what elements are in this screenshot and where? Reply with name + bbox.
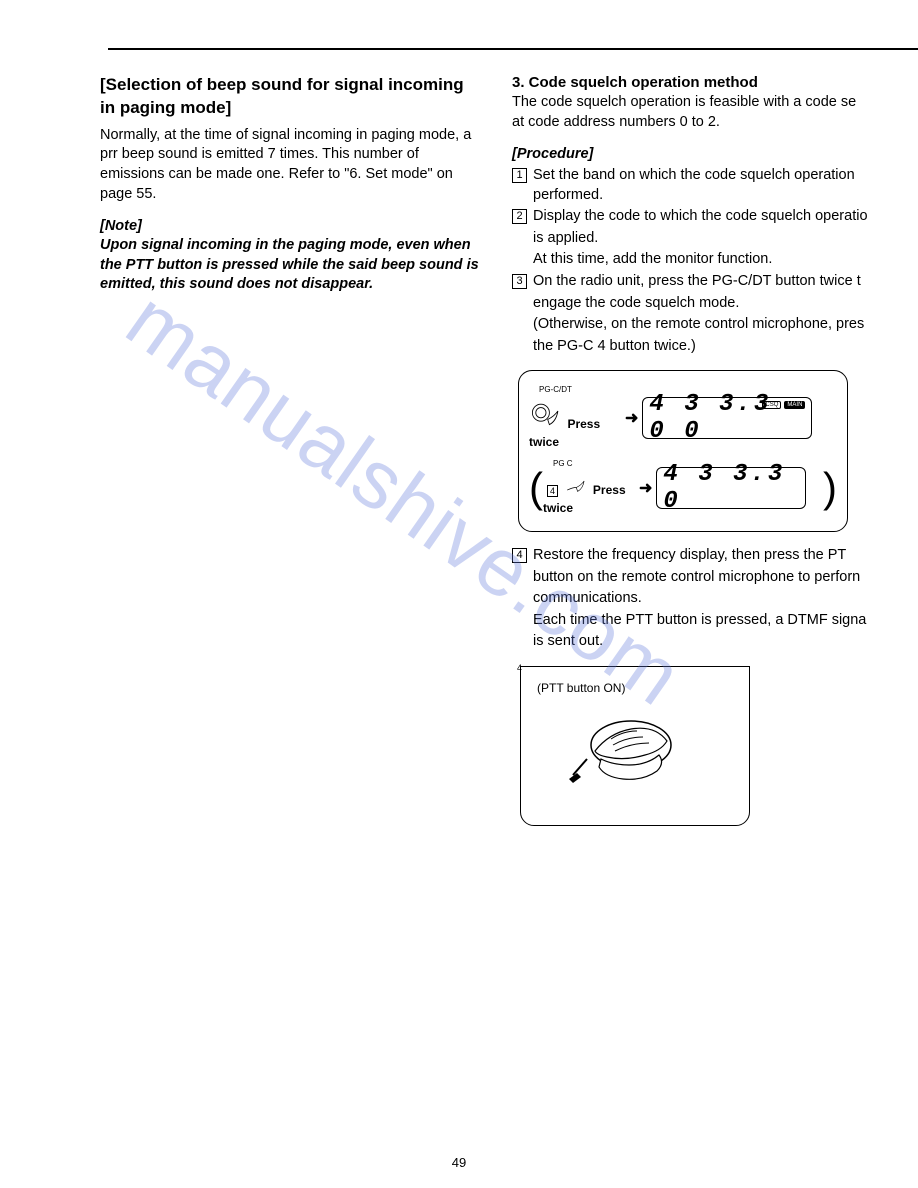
step-1-text: Set the band on which the code squelch o… bbox=[533, 166, 878, 205]
step-2: 2 Display the code to which the code squ… bbox=[512, 207, 878, 227]
right-p1b: at code address numbers 0 to 2. bbox=[512, 113, 878, 133]
lcd-tag-main: MAIN bbox=[784, 401, 805, 409]
hand-holding-mic-icon bbox=[565, 703, 685, 793]
right-column: 3. Code squelch operation method The cod… bbox=[512, 74, 878, 826]
step-3a: On the radio unit, press the PG-C/DT but… bbox=[533, 272, 878, 292]
figure-1: PG-C/DT Press twice ➜ CSQ bbox=[518, 370, 878, 532]
step-4c: communications. bbox=[533, 589, 878, 609]
fig1-tiny2: PG C bbox=[553, 459, 635, 468]
note-body: Upon signal incoming in the paging mode,… bbox=[100, 236, 480, 295]
left-paragraph: Normally, at the time of signal incoming… bbox=[100, 126, 480, 204]
fig2-corner: 4 bbox=[517, 663, 522, 673]
step-1: 1 Set the band on which the code squelch… bbox=[512, 166, 878, 205]
ptt-label: (PTT button ON) bbox=[537, 681, 739, 695]
subheading-3: 3. Code squelch operation method bbox=[512, 74, 878, 91]
step-num-4: 4 bbox=[512, 548, 527, 563]
finger-icon bbox=[529, 394, 563, 428]
step-3b: engage the code squelch mode. bbox=[533, 294, 878, 314]
step-4b: button on the remote control microphone … bbox=[533, 568, 878, 588]
figure-2: 4 (PTT button ON) bbox=[520, 666, 750, 826]
step-2c: At this time, add the monitor function. bbox=[533, 250, 878, 270]
procedure-label: [Procedure] bbox=[512, 146, 878, 162]
step-4a: Restore the frequency display, then pres… bbox=[533, 546, 878, 566]
step-num-1: 1 bbox=[512, 168, 527, 183]
step-4d: Each time the PTT button is pressed, a D… bbox=[533, 611, 878, 631]
note-label: [Note] bbox=[100, 218, 480, 234]
lcd-display-1: CSQ MAIN 4 3 3.3 0 0 bbox=[642, 397, 812, 439]
step-3c: (Otherwise, on the remote control microp… bbox=[533, 315, 878, 335]
lcd-tag-csq: CSQ bbox=[762, 401, 781, 409]
step-4e: is sent out. bbox=[533, 632, 878, 652]
lcd-digits-2: 4 3 3.3 0 bbox=[663, 461, 799, 515]
section-title: [Selection of beep sound for signal inco… bbox=[100, 74, 480, 120]
step-3d: the PG-C 4 button twice.) bbox=[533, 337, 878, 357]
arrow-right-icon-2: ➜ bbox=[639, 478, 652, 498]
paren-right: ) bbox=[823, 467, 837, 509]
step-2b: is applied. bbox=[533, 229, 878, 249]
right-p1a: The code squelch operation is feasible w… bbox=[512, 93, 878, 113]
arrow-right-icon: ➜ bbox=[625, 408, 638, 428]
fig1-tiny1: PG-C/DT bbox=[539, 385, 621, 394]
step-num-3: 3 bbox=[512, 274, 527, 289]
step-2a: Display the code to which the code squel… bbox=[533, 207, 878, 227]
key-4: 4 bbox=[547, 485, 558, 497]
step-4: 4 Restore the frequency display, then pr… bbox=[512, 546, 878, 566]
finger-icon-2 bbox=[562, 468, 588, 494]
step-num-2: 2 bbox=[512, 209, 527, 224]
left-column: [Selection of beep sound for signal inco… bbox=[100, 74, 480, 826]
page-number: 49 bbox=[452, 1155, 466, 1170]
step-3: 3 On the radio unit, press the PG-C/DT b… bbox=[512, 272, 878, 292]
top-rule bbox=[108, 48, 918, 50]
lcd-display-2: 4 3 3.3 0 bbox=[656, 467, 806, 509]
lcd-digits-1: 4 3 3.3 0 0 bbox=[649, 391, 805, 445]
paren-left: ( bbox=[529, 467, 543, 509]
